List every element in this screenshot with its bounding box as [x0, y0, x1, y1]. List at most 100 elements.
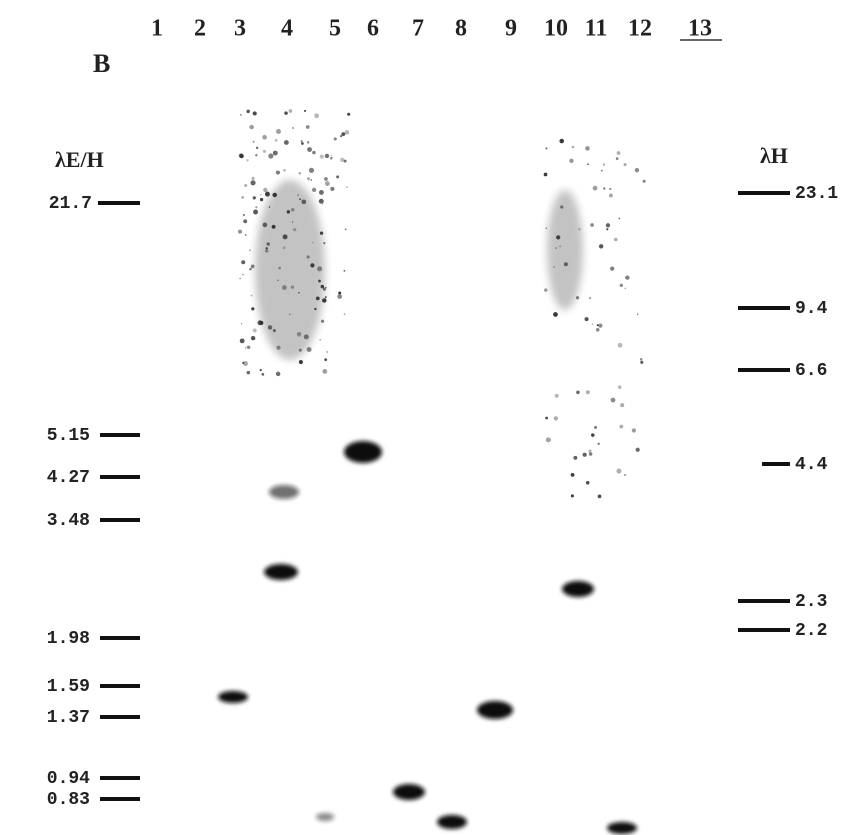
- lane-label: 5: [329, 16, 341, 42]
- speck: [246, 159, 249, 162]
- speck: [639, 358, 643, 361]
- speck: [239, 277, 241, 280]
- left-marker-label: 1.98: [47, 629, 90, 649]
- right-marker-title: λH: [760, 143, 788, 168]
- lane-label: 8: [455, 16, 467, 42]
- speck: [610, 266, 615, 271]
- speck: [616, 151, 621, 155]
- speck: [324, 358, 328, 362]
- speck: [609, 187, 612, 191]
- speck: [553, 312, 558, 317]
- speck: [610, 397, 616, 403]
- speck: [325, 286, 327, 289]
- speck: [272, 329, 276, 333]
- speck: [301, 199, 307, 205]
- speck: [274, 139, 278, 142]
- speck: [308, 167, 315, 173]
- speck: [310, 263, 315, 268]
- smear: [255, 180, 583, 360]
- speck: [569, 158, 574, 163]
- lane-label: 13: [688, 16, 712, 42]
- right-marker-label: 6.6: [795, 361, 827, 381]
- speck: [238, 153, 244, 158]
- speck: [289, 313, 291, 316]
- speck: [319, 231, 324, 235]
- speck: [591, 323, 594, 325]
- speck: [570, 494, 574, 498]
- speck: [320, 319, 325, 323]
- speck: [250, 294, 253, 297]
- speck: [259, 197, 264, 202]
- speck: [615, 157, 619, 160]
- speck: [340, 157, 345, 162]
- speck: [324, 177, 328, 181]
- speck: [576, 390, 580, 395]
- speck: [296, 332, 302, 337]
- speck: [344, 130, 350, 135]
- speck: [346, 186, 348, 188]
- speck: [262, 134, 267, 140]
- speck: [286, 210, 291, 214]
- speck: [614, 237, 618, 242]
- speck: [619, 283, 623, 288]
- speck: [283, 168, 286, 172]
- speck: [560, 205, 564, 209]
- speck: [272, 192, 277, 198]
- speck: [237, 229, 243, 234]
- speck: [338, 291, 342, 295]
- speck: [252, 140, 255, 143]
- speck: [250, 180, 256, 186]
- speck: [276, 345, 281, 350]
- speck: [324, 153, 330, 159]
- left-marker-label: 5.15: [47, 426, 90, 446]
- speck: [303, 109, 307, 112]
- speck: [250, 264, 255, 269]
- speck: [596, 324, 599, 327]
- speck: [261, 372, 265, 376]
- speck: [312, 150, 316, 155]
- speck: [301, 142, 304, 145]
- speck: [315, 296, 320, 301]
- speck: [324, 296, 327, 299]
- speck: [588, 449, 592, 453]
- speck: [242, 214, 245, 216]
- speck: [640, 360, 644, 364]
- speck: [563, 262, 568, 267]
- speck: [249, 267, 252, 271]
- speck: [330, 154, 333, 157]
- speck: [278, 266, 282, 270]
- lane-label: 6: [367, 16, 379, 42]
- speck: [585, 480, 590, 485]
- speck: [625, 275, 630, 280]
- speck: [587, 163, 589, 165]
- speck: [553, 416, 559, 421]
- speck: [244, 234, 247, 236]
- lane-label: 12: [628, 16, 652, 42]
- speck: [305, 125, 310, 129]
- speck: [253, 209, 259, 215]
- speck: [318, 279, 321, 283]
- speck: [343, 269, 346, 272]
- speck: [299, 198, 302, 201]
- speck: [257, 320, 263, 326]
- speck: [320, 284, 325, 289]
- speck: [251, 176, 255, 181]
- speck: [317, 266, 323, 272]
- speck: [272, 150, 278, 156]
- speck: [582, 452, 587, 457]
- speck: [252, 328, 257, 333]
- speck: [570, 473, 575, 477]
- speck: [252, 111, 257, 116]
- speck: [255, 154, 258, 157]
- speck: [634, 167, 640, 173]
- lane-label: 2: [194, 16, 206, 42]
- speck: [343, 159, 347, 163]
- speck: [620, 403, 625, 408]
- speck: [573, 455, 578, 460]
- lane-label: 4: [281, 16, 293, 42]
- speck: [600, 169, 603, 172]
- speck: [267, 325, 273, 330]
- speck: [276, 129, 281, 134]
- speck: [306, 177, 310, 181]
- speck: [314, 307, 317, 311]
